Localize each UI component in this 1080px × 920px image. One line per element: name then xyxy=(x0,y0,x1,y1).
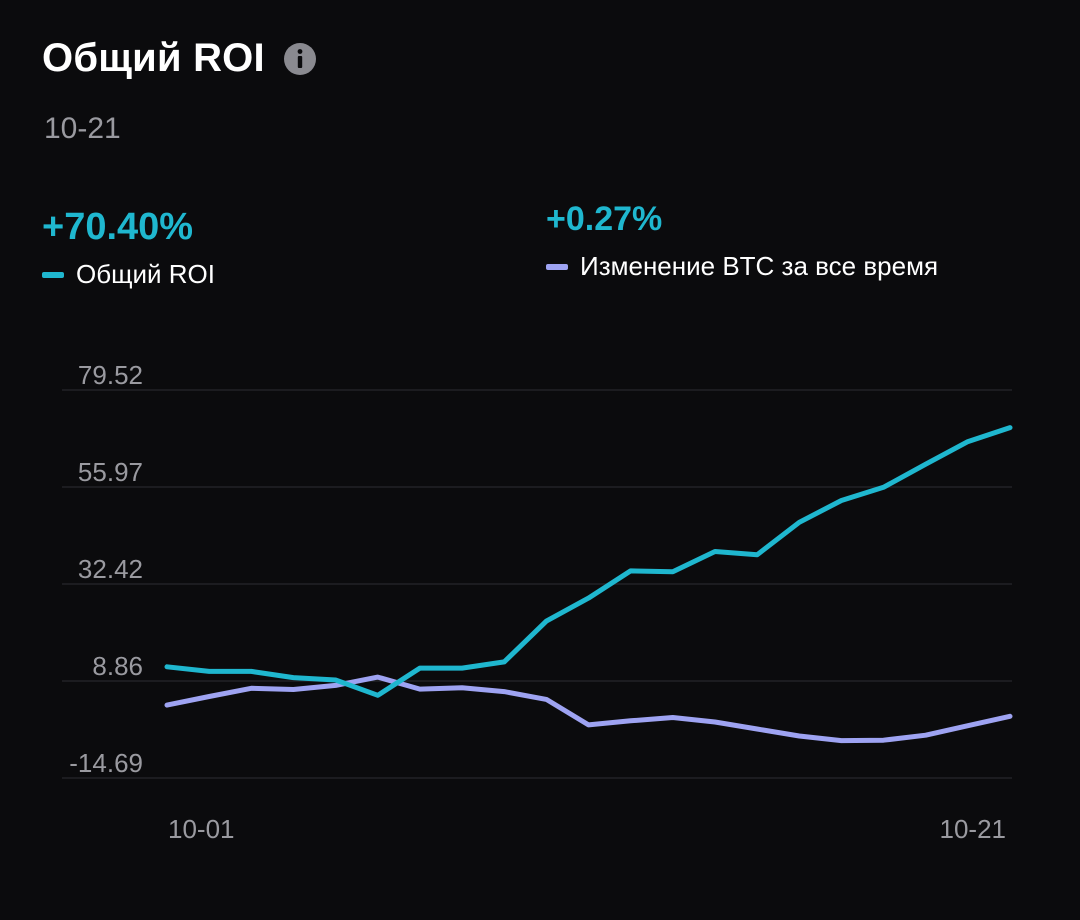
y-tick-label: 79.52 xyxy=(78,360,143,390)
btc-data-point xyxy=(375,674,381,680)
btc-legend-label: Изменение BTC за все время xyxy=(580,251,939,281)
roi-data-point xyxy=(206,668,212,674)
roi-data-point xyxy=(628,568,634,574)
page-title: Общий ROI xyxy=(42,36,265,80)
btc-data-point xyxy=(881,737,887,743)
x-tick-label: 10-21 xyxy=(940,814,1007,844)
y-tick-label: 32.42 xyxy=(78,554,143,584)
roi-data-point xyxy=(754,552,760,558)
btc-value: +0.27% xyxy=(546,200,663,238)
roi-data-point xyxy=(796,519,802,525)
btc-series-line xyxy=(164,674,1013,744)
btc-data-point xyxy=(670,714,676,720)
btc-data-point xyxy=(754,726,760,732)
roi-legend: Общий ROI xyxy=(42,259,215,290)
btc-data-point xyxy=(206,693,212,699)
btc-data-point xyxy=(628,718,634,724)
y-tick-label: 55.97 xyxy=(78,457,143,487)
btc-data-point xyxy=(1007,713,1013,719)
btc-legend: Изменение BTC за все время xyxy=(546,251,938,282)
roi-data-point xyxy=(586,595,592,601)
btc-data-point xyxy=(543,696,549,702)
roi-data-point xyxy=(838,497,844,503)
roi-legend-label: Общий ROI xyxy=(76,259,216,289)
roi-data-point xyxy=(248,668,254,674)
btc-data-point xyxy=(712,719,718,725)
roi-data-point xyxy=(965,439,971,445)
btc-stat: +0.27% Изменение BTC за все время xyxy=(546,200,938,282)
btc-data-point xyxy=(923,732,929,738)
date-label: 10-21 xyxy=(44,112,121,145)
roi-data-point xyxy=(501,659,507,665)
btc-data-point xyxy=(838,738,844,744)
btc-data-point xyxy=(796,733,802,739)
btc-data-point xyxy=(501,689,507,695)
roi-data-point xyxy=(881,484,887,490)
roi-data-point xyxy=(290,675,296,681)
roi-value: +70.40% xyxy=(42,206,194,248)
btc-data-point xyxy=(290,686,296,692)
btc-data-point xyxy=(164,702,170,708)
roi-data-point xyxy=(1007,425,1013,431)
roi-data-point xyxy=(670,569,676,575)
roi-series-line xyxy=(164,425,1013,698)
roi-stat: +70.40% Общий ROI xyxy=(42,206,215,290)
btc-data-point xyxy=(417,686,423,692)
header: Общий ROI xyxy=(42,36,317,81)
roi-data-point xyxy=(375,692,381,698)
roi-data-point xyxy=(543,618,549,624)
btc-data-point xyxy=(586,722,592,728)
roi-legend-swatch xyxy=(42,271,64,278)
x-tick-label: 10-01 xyxy=(168,814,235,844)
btc-data-point xyxy=(459,685,465,691)
roi-data-point xyxy=(417,665,423,671)
roi-data-point xyxy=(164,664,170,670)
y-tick-label: 8.86 xyxy=(92,651,143,681)
roi-data-point xyxy=(459,665,465,671)
roi-data-point xyxy=(923,461,929,467)
roi-data-point xyxy=(712,549,718,555)
y-tick-label: -14.69 xyxy=(69,748,143,778)
roi-chart[interactable]: 79.52 55.97 32.42 8.86 -14.69 10-01 10-21 xyxy=(0,360,1080,880)
btc-data-point xyxy=(965,723,971,729)
info-icon[interactable] xyxy=(283,42,317,76)
btc-data-point xyxy=(248,685,254,691)
roi-data-point xyxy=(333,677,339,683)
btc-legend-swatch xyxy=(546,263,568,270)
